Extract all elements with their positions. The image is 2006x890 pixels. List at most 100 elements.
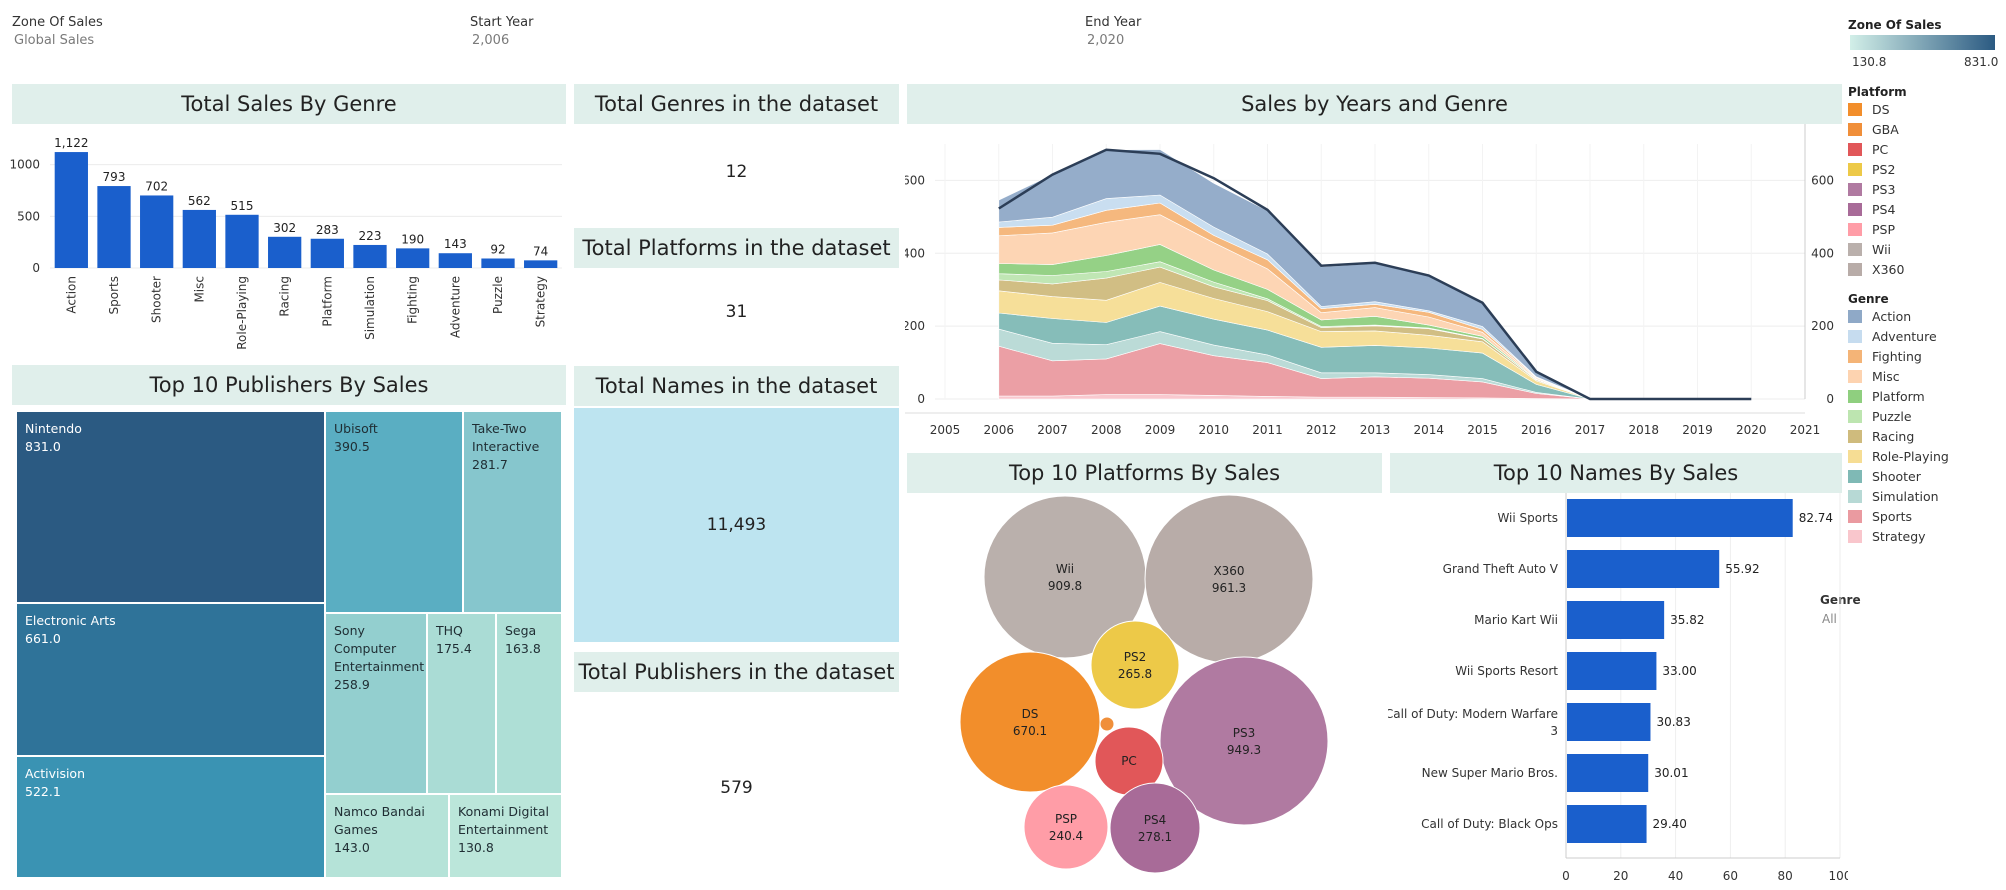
legend-swatch [1848, 430, 1862, 443]
category-label: Platform [320, 276, 334, 327]
bar-value-label: 29.40 [1653, 817, 1687, 831]
legend-swatch [1848, 223, 1862, 236]
bubble-psp[interactable] [1023, 784, 1109, 870]
bubble-ps4[interactable] [1109, 782, 1201, 874]
x-tick-label: 2005 [930, 423, 961, 437]
y-tick-label: 200 [905, 319, 925, 333]
x-tick-label: 0 [1562, 869, 1570, 883]
treemap-cell-konami[interactable]: Konami Digital Entertainment 130.8 [449, 794, 562, 878]
legend-label: DS [1872, 102, 1890, 117]
bubble-gba[interactable] [1099, 716, 1115, 732]
platform-legend-item[interactable]: PC [1848, 142, 1888, 157]
bubble-label: PS2 [1124, 650, 1147, 664]
platform-legend-item[interactable]: Wii [1848, 242, 1891, 257]
genre-bar[interactable] [97, 186, 131, 268]
treemap-cell-activision[interactable]: Activision 522.1 [16, 756, 325, 878]
x-tick-label: 2008 [1091, 423, 1122, 437]
genre-bar[interactable] [438, 253, 472, 268]
treemap-cell-thq[interactable]: THQ 175.4 [427, 613, 496, 794]
genre-bar[interactable] [524, 260, 558, 268]
platform-legend-item[interactable]: DS [1848, 102, 1890, 117]
name-bar[interactable] [1567, 703, 1651, 741]
treemap-cell-value: 163.8 [505, 641, 541, 656]
bubble-ps3[interactable] [1159, 656, 1329, 826]
name-bar[interactable] [1567, 550, 1720, 588]
genre-legend-item[interactable]: Strategy [1848, 529, 1926, 544]
genre-bar[interactable] [225, 214, 259, 268]
bubble-value: 265.8 [1118, 667, 1152, 681]
platform-legend-item[interactable]: PS2 [1848, 162, 1895, 177]
treemap-cell-namco-bandai[interactable]: Namco Bandai Games 143.0 [325, 794, 449, 878]
bubble-label: X360 [1213, 564, 1244, 578]
treemap-cell-value: 661.0 [25, 631, 61, 646]
genre-legend-item[interactable]: Racing [1848, 429, 1914, 444]
name-bar[interactable] [1567, 499, 1793, 537]
treemap-cell-sony[interactable]: Sony Computer Entertainment 258.9 [325, 613, 427, 794]
name-bar[interactable] [1567, 754, 1649, 792]
bubble-value: 961.3 [1212, 581, 1246, 595]
bar-value-label: 30.83 [1656, 715, 1690, 729]
treemap-cell-nintendo[interactable]: Nintendo 831.0 [16, 411, 325, 603]
bubble-ds[interactable] [959, 651, 1101, 793]
x-tick-label: 60 [1723, 869, 1738, 883]
y-tick-label-right: 200 [1811, 319, 1834, 333]
years-genre-chart: 0 200 400 600 0 200 400 600 2005 2006 2007 2008 20… [905, 124, 1834, 437]
category-label: Role-Playing [235, 276, 249, 350]
platform-legend-item[interactable]: PS4 [1848, 202, 1895, 217]
legend-swatch [1848, 490, 1862, 503]
platform-legend-item[interactable]: PSP [1848, 222, 1895, 237]
genre-filter-value[interactable]: All [1822, 612, 1837, 626]
treemap-cell-electronic-arts[interactable]: Electronic Arts 661.0 [16, 603, 325, 756]
genre-legend-item[interactable]: Shooter [1848, 469, 1921, 484]
platform-legend-item[interactable]: GBA [1848, 122, 1899, 137]
treemap-cell-value: 143.0 [334, 840, 370, 855]
publishers-title: Top 10 Publishers By Sales [12, 365, 566, 405]
start-year-value[interactable]: 2,006 [472, 33, 510, 48]
legend-swatch [1848, 350, 1862, 363]
treemap-cell-sega[interactable]: Sega 163.8 [496, 613, 562, 794]
genre-sales-title: Total Sales By Genre [12, 84, 566, 124]
genre-legend-item[interactable]: Adventure [1848, 329, 1937, 344]
genre-bar[interactable] [54, 152, 88, 268]
treemap-cell-take-two[interactable]: Take-Two Interactive 281.7 [463, 411, 562, 613]
total-platforms-value: 31 [725, 302, 748, 322]
x-tick-label: 20 [1613, 869, 1628, 883]
genre-legend-item[interactable]: Platform [1848, 389, 1925, 404]
total-genres-value: 12 [725, 162, 748, 182]
legend-label: Simulation [1872, 489, 1939, 504]
treemap-cell-name: THQ [436, 623, 463, 638]
y-tick-label: 500 [17, 209, 40, 223]
genre-legend-item[interactable]: Action [1848, 309, 1911, 324]
total-genres-title: Total Genres in the dataset [574, 84, 899, 124]
genre-legend-item[interactable]: Misc [1848, 369, 1900, 384]
bar-value-label: 190 [401, 232, 424, 246]
name-bar[interactable] [1567, 652, 1657, 690]
bubble-ps2[interactable] [1090, 620, 1180, 710]
name-bar[interactable] [1567, 601, 1665, 639]
end-year-value[interactable]: 2,020 [1087, 33, 1125, 48]
genre-bar[interactable] [182, 209, 216, 268]
zone-legend-max: 831.0 [1964, 55, 1999, 69]
genre-legend-item[interactable]: Puzzle [1848, 409, 1912, 424]
genre-legend-item[interactable]: Sports [1848, 509, 1912, 524]
genre-bar[interactable] [396, 248, 430, 268]
name-bar[interactable] [1567, 805, 1647, 843]
zone-filter-value[interactable]: Global Sales [14, 33, 95, 48]
bar-value-label: 55.92 [1725, 562, 1759, 576]
genre-legend-item[interactable]: Role-Playing [1848, 449, 1949, 464]
genre-bar[interactable] [140, 195, 174, 268]
legend-swatch [1848, 510, 1862, 523]
genre-legend-item[interactable]: Simulation [1848, 489, 1939, 504]
treemap-cell-name: Sony Computer Entertainment [334, 623, 425, 674]
genre-bar[interactable] [310, 238, 344, 268]
bar-value-label: 702 [145, 179, 168, 193]
genre-bar[interactable] [268, 236, 302, 268]
x-tick-label: 100 [1829, 869, 1848, 883]
platform-legend-item[interactable]: PS3 [1848, 182, 1895, 197]
genre-legend-item[interactable]: Fighting [1848, 349, 1922, 364]
genre-bar[interactable] [353, 244, 387, 268]
platform-legend-item[interactable]: X360 [1848, 262, 1904, 277]
treemap-cell-ubisoft[interactable]: Ubisoft 390.5 [325, 411, 463, 613]
start-year-label: Start Year [470, 15, 534, 30]
genre-bar[interactable] [481, 258, 515, 268]
